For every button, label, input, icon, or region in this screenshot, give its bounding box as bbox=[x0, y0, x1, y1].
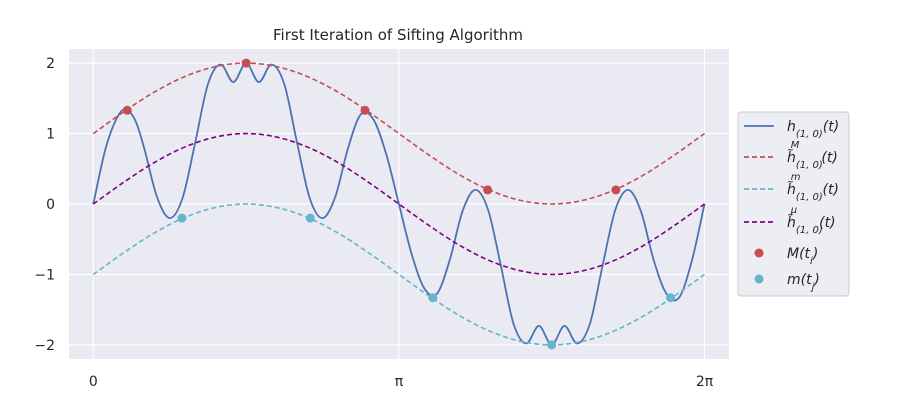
maxima-point bbox=[360, 105, 370, 115]
maxima-point bbox=[122, 105, 132, 115]
chart-title: First Iteration of Sifting Algorithm bbox=[273, 26, 523, 44]
y-tick-label: 2 bbox=[46, 56, 55, 72]
points-layer bbox=[122, 58, 676, 350]
y-tick-label: −1 bbox=[34, 267, 55, 283]
legend-swatch-minima-point bbox=[754, 274, 764, 284]
minima-point bbox=[305, 213, 315, 223]
series-layer bbox=[92, 62, 706, 346]
y-tick-label: 0 bbox=[46, 197, 55, 213]
ticks-layer: 0 π 2π 2 1 0 −1 −2 bbox=[34, 56, 713, 390]
minima-point bbox=[428, 293, 438, 303]
legend: h(1, 0)(t)h̃(1, 0)M(t)h̃(1, 0)m(t)h̃(1, … bbox=[737, 111, 850, 297]
maxima-point bbox=[241, 58, 251, 68]
minima-point bbox=[666, 293, 676, 303]
series-h-line bbox=[92, 62, 706, 346]
legend-box bbox=[737, 111, 850, 297]
minima-point bbox=[177, 213, 187, 223]
maxima-point bbox=[611, 185, 621, 195]
x-tick-label: 2π bbox=[696, 374, 714, 390]
maxima-point bbox=[483, 185, 493, 195]
minima-point bbox=[547, 340, 557, 350]
legend-swatch-maxima-point bbox=[754, 248, 764, 258]
y-tick-label: 1 bbox=[46, 127, 55, 143]
x-tick-label: π bbox=[395, 374, 404, 390]
x-tick-label: 0 bbox=[89, 374, 98, 390]
y-tick-label: −2 bbox=[34, 338, 55, 354]
